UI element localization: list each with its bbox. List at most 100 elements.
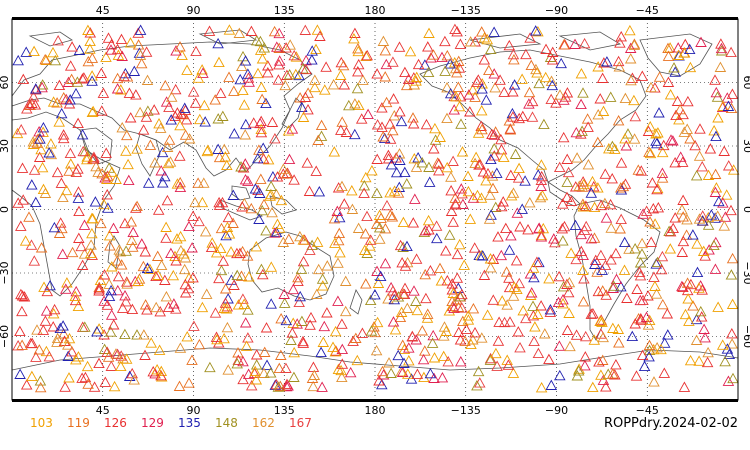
observation-marker xyxy=(546,46,559,57)
observation-marker xyxy=(381,199,393,211)
observation-marker xyxy=(676,156,689,167)
observation-marker xyxy=(84,247,97,259)
observation-marker xyxy=(722,160,735,171)
observation-marker xyxy=(535,381,548,393)
observation-marker xyxy=(349,27,361,38)
observation-marker xyxy=(72,163,84,174)
observation-marker xyxy=(35,242,48,253)
observation-marker xyxy=(468,242,481,253)
observation-marker xyxy=(599,259,612,271)
observation-marker xyxy=(410,334,422,345)
observation-marker xyxy=(406,330,419,341)
observation-marker xyxy=(198,99,211,111)
observation-marker xyxy=(283,233,295,244)
observation-marker xyxy=(24,337,37,349)
observation-marker xyxy=(360,278,372,289)
observation-marker xyxy=(272,74,285,85)
observation-marker xyxy=(273,58,285,70)
observation-marker xyxy=(41,285,54,297)
observation-marker xyxy=(264,190,276,201)
observation-marker xyxy=(408,72,420,83)
observation-marker xyxy=(621,292,633,303)
observation-marker xyxy=(408,285,420,296)
observation-marker xyxy=(102,32,115,43)
observation-marker xyxy=(540,43,552,54)
observation-marker xyxy=(632,164,645,175)
observation-marker xyxy=(553,270,565,282)
observation-marker xyxy=(328,212,341,224)
observation-marker xyxy=(569,38,581,49)
observation-marker xyxy=(144,139,157,150)
observation-marker xyxy=(250,349,263,360)
observation-marker xyxy=(713,195,725,207)
observation-marker xyxy=(593,356,605,367)
observation-marker xyxy=(447,287,460,298)
observation-marker xyxy=(501,354,513,365)
observation-marker xyxy=(57,91,70,103)
observation-marker xyxy=(644,216,656,227)
observation-marker xyxy=(103,290,116,302)
observation-marker xyxy=(79,321,91,332)
observation-marker xyxy=(269,132,281,144)
observation-marker xyxy=(299,24,312,35)
observation-marker xyxy=(455,118,467,129)
observation-marker xyxy=(99,376,112,387)
observation-marker xyxy=(487,253,500,264)
observation-marker xyxy=(132,39,145,50)
observation-marker xyxy=(648,271,660,282)
observation-marker xyxy=(477,166,490,177)
observation-marker xyxy=(636,248,648,259)
observation-marker xyxy=(247,117,260,128)
observation-marker xyxy=(277,163,290,174)
observation-marker xyxy=(693,213,706,224)
observation-marker xyxy=(187,271,199,283)
observation-marker xyxy=(100,51,112,62)
observation-marker xyxy=(253,213,265,224)
observation-marker xyxy=(16,290,29,301)
observation-marker xyxy=(667,222,679,234)
observation-marker xyxy=(235,161,247,172)
observation-marker xyxy=(361,49,373,61)
observation-marker xyxy=(258,198,270,210)
observation-marker xyxy=(111,43,124,55)
observation-marker xyxy=(377,369,390,380)
observation-marker xyxy=(462,170,474,181)
observation-marker xyxy=(678,126,691,137)
observation-marker xyxy=(220,229,232,241)
observation-marker xyxy=(634,257,647,268)
observation-marker xyxy=(651,137,663,149)
observation-marker xyxy=(702,169,715,180)
observation-marker xyxy=(293,69,305,81)
observation-marker xyxy=(36,161,49,173)
observation-marker xyxy=(93,283,105,294)
observation-marker xyxy=(187,210,199,221)
observation-marker xyxy=(598,57,610,68)
observation-marker xyxy=(396,339,409,350)
observation-marker xyxy=(555,57,567,69)
observation-marker xyxy=(358,179,371,191)
observation-marker xyxy=(563,276,576,288)
observation-marker xyxy=(179,104,192,116)
observation-marker xyxy=(397,241,409,252)
observation-marker xyxy=(637,208,649,219)
coast-australia xyxy=(247,231,335,301)
observation-marker xyxy=(507,86,519,97)
observation-marker xyxy=(527,300,539,311)
observation-marker xyxy=(93,323,105,334)
observation-marker xyxy=(676,203,688,215)
observation-marker xyxy=(384,186,396,198)
observation-marker xyxy=(204,361,216,373)
observation-marker xyxy=(311,236,324,247)
observation-marker xyxy=(726,298,739,309)
observation-marker xyxy=(196,64,208,75)
observation-marker xyxy=(508,281,521,292)
observation-marker xyxy=(54,322,67,334)
observation-marker xyxy=(488,129,500,140)
observation-marker xyxy=(12,197,24,208)
observation-marker xyxy=(359,228,372,239)
observation-marker xyxy=(269,379,282,390)
observation-marker xyxy=(689,139,701,151)
observation-marker xyxy=(112,284,124,296)
observation-marker xyxy=(643,339,656,351)
coast-india xyxy=(135,133,161,177)
